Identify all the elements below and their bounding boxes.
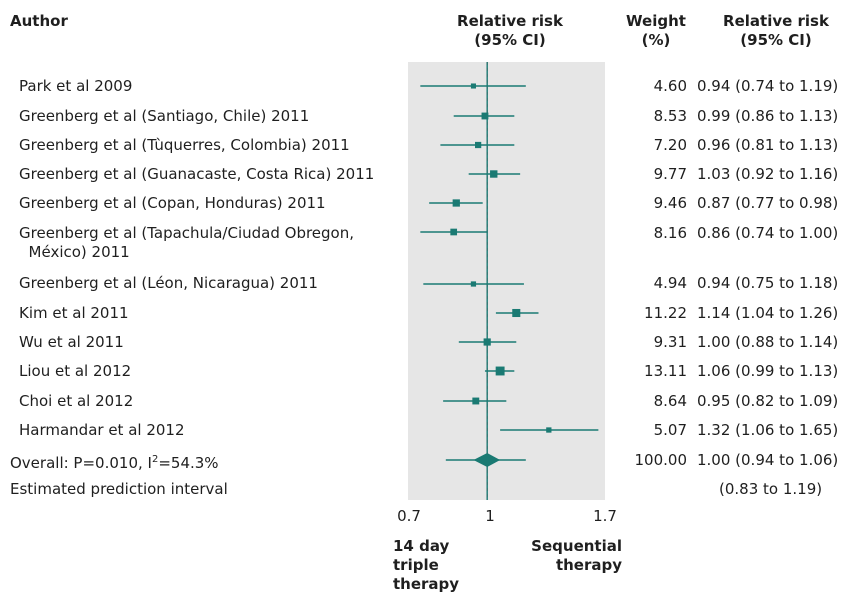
favours-right-label: Sequential therapy: [531, 537, 622, 574]
study-author-label: Wu et al 2011: [19, 333, 124, 351]
study-ci-text: 0.94 (0.75 to 1.18): [697, 274, 839, 292]
study-author-label: Park et al 2009: [19, 77, 133, 95]
x-tick-label-1.7: 1.7: [593, 507, 617, 525]
study-ci-text: 0.95 (0.82 to 1.09): [697, 392, 839, 410]
study-ci-text: 0.86 (0.74 to 1.00): [697, 224, 839, 242]
x-tick-label-1: 1: [485, 507, 495, 525]
study-ci-text: 1.06 (0.99 to 1.13): [697, 362, 839, 380]
prediction-interval-label: Estimated prediction interval: [10, 480, 228, 498]
study-ci-text: 0.94 (0.74 to 1.19): [697, 77, 839, 95]
point-estimate-8: [512, 308, 521, 318]
study-author-label: Choi et al 2012: [19, 392, 134, 410]
study-ci-text: 1.03 (0.92 to 1.16): [697, 165, 839, 183]
overall-label: Overall: P=0.010, I2=54.3%: [10, 454, 219, 472]
overall-ci-text: 1.00 (0.94 to 1.06): [697, 451, 839, 469]
x-tick-label-0.7: 0.7: [397, 507, 421, 525]
point-estimate-9: [483, 338, 491, 346]
study-ci-text: 0.87 (0.77 to 0.98): [697, 194, 839, 212]
study-ci-text: 1.00 (0.88 to 1.14): [697, 333, 839, 351]
study-weight: 9.31: [653, 333, 687, 351]
prediction-interval-ci-text: (0.83 to 1.19): [719, 480, 823, 498]
ci-header-line1: Relative risk: [723, 12, 829, 30]
relative-risk-plot-header: Relative risk (95% CI): [430, 12, 590, 50]
study-ci-text: 1.14 (1.04 to 1.26): [697, 304, 839, 322]
favours-left-label: 14 day triple therapy: [393, 537, 460, 593]
study-weight: 13.11: [644, 362, 687, 380]
point-estimate-10: [495, 366, 505, 376]
study-ci-text: 0.96 (0.81 to 1.13): [697, 136, 839, 154]
point-estimate-4: [490, 170, 498, 178]
point-estimate-1: [470, 83, 476, 89]
study-weight: 7.20: [653, 136, 687, 154]
study-weight: 9.46: [653, 194, 687, 212]
study-weight: 5.07: [653, 421, 687, 439]
study-author-label: Greenberg et al (Santiago, Chile) 2011: [19, 107, 310, 125]
study-author-label: Liou et al 2012: [19, 362, 132, 380]
overall-diamond: [473, 453, 501, 467]
study-author-label: Greenberg et al (Guanacaste, Costa Rica)…: [19, 165, 375, 183]
study-weight: 11.22: [644, 304, 687, 322]
study-weight: 4.94: [653, 274, 687, 292]
study-ci-text: 0.99 (0.86 to 1.13): [697, 107, 839, 125]
point-estimate-3: [475, 141, 482, 149]
study-weight: 8.53: [653, 107, 687, 125]
weight-header-line1: Weight: [626, 12, 686, 30]
relative-risk-header-line1: Relative risk: [457, 12, 563, 30]
point-estimate-11: [472, 397, 480, 405]
relative-risk-header-line2: (95% CI): [474, 31, 546, 49]
ci-column-header: Relative risk (95% CI): [700, 12, 852, 50]
point-estimate-7: [470, 281, 477, 287]
overall-weight: 100.00: [634, 451, 688, 469]
weight-header-line2: (%): [641, 31, 671, 49]
study-ci-text: 1.32 (1.06 to 1.65): [697, 421, 839, 439]
point-estimate-6: [450, 228, 458, 236]
ci-header-line2: (95% CI): [740, 31, 812, 49]
point-estimate-12: [546, 427, 552, 433]
study-author-label: Harmandar et al 2012: [19, 421, 185, 439]
study-weight: 9.77: [653, 165, 687, 183]
study-author-label: Kim et al 2011: [19, 304, 129, 322]
study-weight: 8.16: [653, 224, 687, 242]
author-column-header: Author: [10, 12, 68, 30]
point-estimate-2: [481, 112, 489, 120]
study-author-label: Greenberg et al (Tapachula/Ciudad Obrego…: [19, 224, 355, 261]
study-weight: 8.64: [653, 392, 687, 410]
study-author-label: Greenberg et al (Tùquerres, Colombia) 20…: [19, 136, 350, 154]
weight-column-header: Weight (%): [620, 12, 692, 50]
point-estimate-5: [452, 199, 460, 207]
study-weight: 4.60: [653, 77, 687, 95]
study-author-label: Greenberg et al (Copan, Honduras) 2011: [19, 194, 326, 212]
plot-background-panel: [408, 62, 605, 500]
study-author-label: Greenberg et al (Léon, Nicaragua) 2011: [19, 274, 318, 292]
